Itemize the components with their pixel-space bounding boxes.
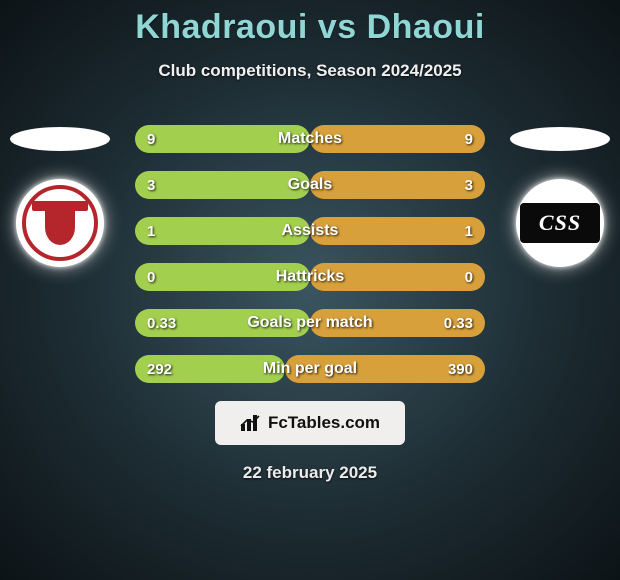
- stat-bar-left: [135, 171, 310, 199]
- crest-left-shield: [45, 201, 75, 245]
- crest-right-disc: CSS: [520, 183, 600, 263]
- stat-value-left: 0.33: [147, 309, 176, 337]
- stat-row: 33Goals: [135, 171, 485, 199]
- stat-value-right: 3: [465, 171, 473, 199]
- stat-bar-right: [310, 263, 485, 291]
- stat-value-left: 3: [147, 171, 155, 199]
- photo-placeholder-ellipse-left: [10, 127, 110, 151]
- stat-bar-left: [135, 125, 310, 153]
- stat-bar-left: [135, 217, 310, 245]
- stat-row: 292390Min per goal: [135, 355, 485, 383]
- club-crest-left: [16, 179, 104, 267]
- stat-row: 11Assists: [135, 217, 485, 245]
- infographic-container: Khadraoui vs Dhaoui Club competitions, S…: [0, 0, 620, 580]
- brand-badge[interactable]: FcTables.com: [215, 401, 405, 445]
- left-player-column: [10, 125, 110, 267]
- stat-value-right: 9: [465, 125, 473, 153]
- brand-text: FcTables.com: [268, 413, 380, 433]
- right-player-column: CSS: [510, 125, 610, 267]
- subtitle: Club competitions, Season 2024/2025: [0, 61, 620, 81]
- stat-bar-right: [310, 125, 485, 153]
- stat-value-left: 9: [147, 125, 155, 153]
- stat-value-right: 390: [448, 355, 473, 383]
- stat-row: 0.330.33Goals per match: [135, 309, 485, 337]
- footer-date: 22 february 2025: [0, 463, 620, 483]
- stat-value-left: 292: [147, 355, 172, 383]
- stat-value-right: 0: [465, 263, 473, 291]
- stat-bar-left: [135, 263, 310, 291]
- stat-bar-right: [310, 217, 485, 245]
- stat-value-left: 0: [147, 263, 155, 291]
- stat-bar-right: [310, 171, 485, 199]
- player-left-name: Khadraoui: [135, 8, 308, 46]
- vs-separator: vs: [318, 8, 357, 46]
- stat-value-left: 1: [147, 217, 155, 245]
- bar-chart-icon: [240, 414, 262, 432]
- club-crest-right: CSS: [516, 179, 604, 267]
- player-right-name: Dhaoui: [367, 8, 485, 46]
- stat-value-right: 1: [465, 217, 473, 245]
- stat-value-right: 0.33: [444, 309, 473, 337]
- crest-right-monogram: CSS: [539, 210, 581, 236]
- comparison-title: Khadraoui vs Dhaoui: [0, 8, 620, 47]
- stats-area: CSS 99Matches33Goals11Assists00Hattricks…: [0, 125, 620, 383]
- stat-row: 99Matches: [135, 125, 485, 153]
- crest-right-band: CSS: [520, 203, 600, 243]
- photo-placeholder-ellipse-right: [510, 127, 610, 151]
- stat-row: 00Hattricks: [135, 263, 485, 291]
